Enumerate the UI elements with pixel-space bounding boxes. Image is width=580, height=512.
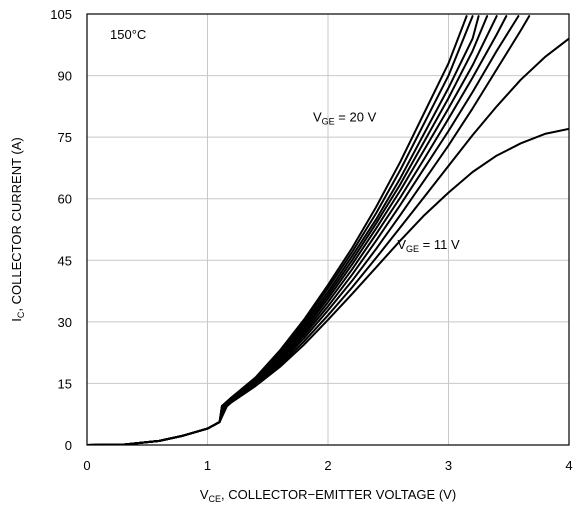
series-line-10 — [87, 127, 569, 445]
y-tick-labels: 0 15 30 45 60 75 90 105 — [50, 7, 72, 453]
y-tick-label: 0 — [65, 438, 72, 453]
series-label-vge-11: VGE = 11 V — [397, 237, 460, 254]
x-axis-label: VCE, COLLECTOR−EMITTER VOLTAGE (V) — [200, 487, 456, 504]
y-tick-label: 105 — [50, 7, 72, 22]
series-line-8 — [87, 15, 531, 445]
series-line-7 — [87, 15, 520, 445]
x-tick-label: 4 — [565, 458, 572, 473]
series-line-5 — [87, 15, 498, 445]
x-tick-label: 2 — [324, 458, 331, 473]
x-tick-labels: 0 1 2 3 4 — [83, 458, 572, 473]
x-tick-label: 3 — [445, 458, 452, 473]
y-tick-label: 30 — [58, 315, 72, 330]
series-group — [87, 15, 569, 445]
y-tick-label: 15 — [58, 376, 72, 391]
y-tick-label: 45 — [58, 253, 72, 268]
grid — [87, 14, 569, 445]
x-tick-label: 0 — [83, 458, 90, 473]
series-line-3 — [87, 15, 480, 445]
series-label-vge-20: VGE = 20 V — [313, 110, 377, 127]
y-axis-label: IC, COLLECTOR CURRENT (A) — [9, 137, 26, 321]
y-tick-label: 90 — [58, 69, 72, 84]
temperature-annotation: 150°C — [110, 27, 146, 42]
x-tick-label: 1 — [204, 458, 211, 473]
y-tick-label: 60 — [58, 192, 72, 207]
plot-frame — [86, 13, 570, 446]
series-line-2 — [87, 15, 474, 445]
series-line-6 — [87, 15, 508, 445]
series-line-4 — [87, 15, 489, 445]
y-tick-label: 75 — [58, 130, 72, 145]
